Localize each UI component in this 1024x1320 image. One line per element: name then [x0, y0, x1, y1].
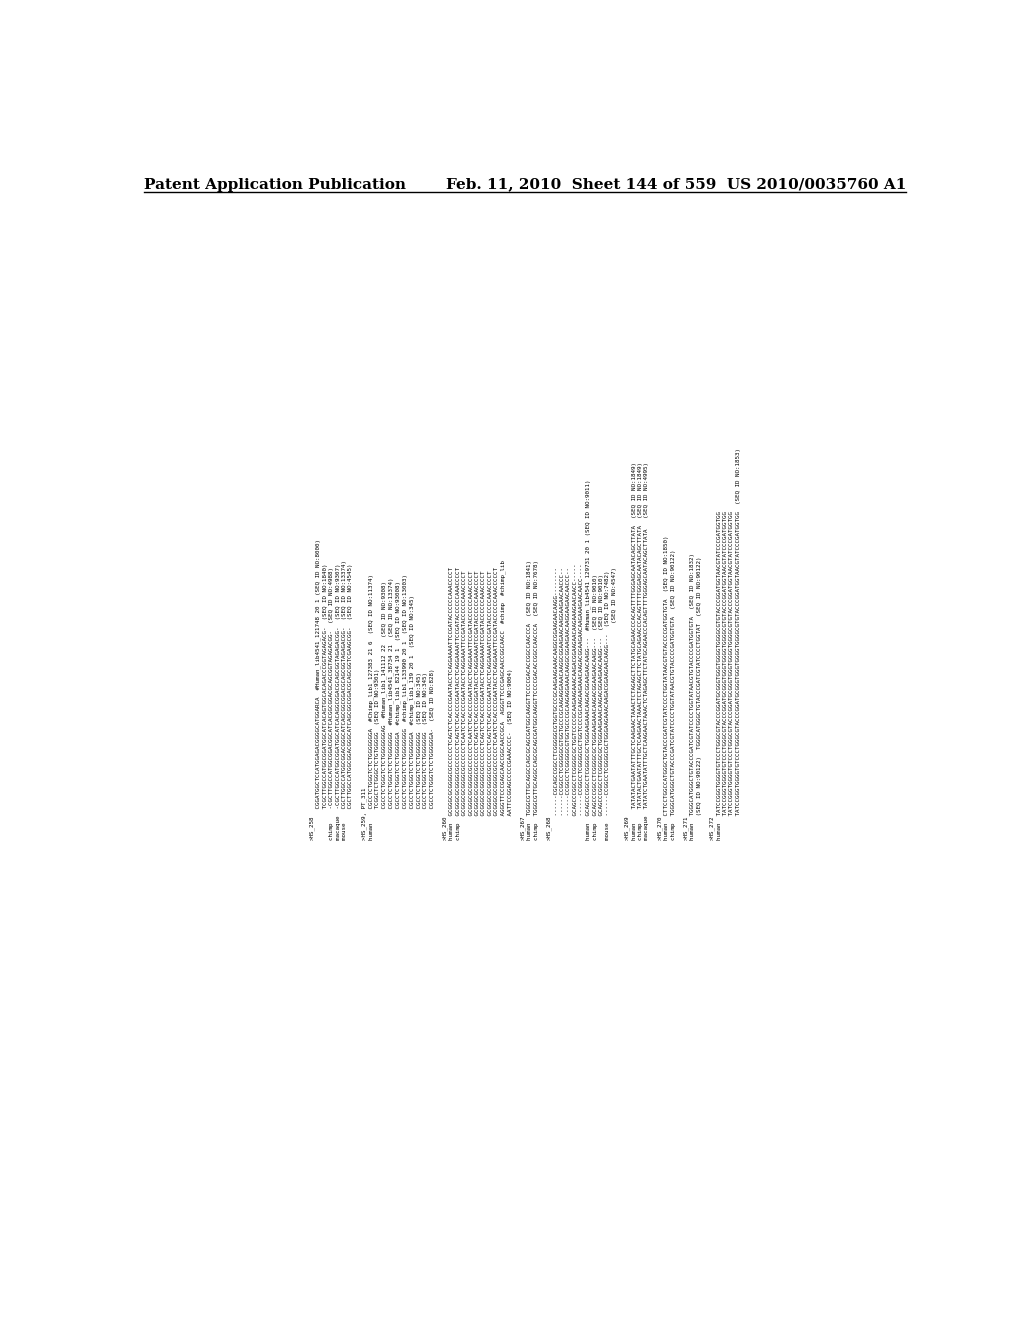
- Text: Feb. 11, 2010  Sheet 144 of 559  US 2010/0035760 A1: Feb. 11, 2010 Sheet 144 of 559 US 2010/0…: [445, 178, 906, 191]
- Text: >HS_258
         CGGATGGCTCCATGGAGACGGGGCATGGARCA  #Human_lib4541_121748 20 1 (S: >HS_258 CGGATGGCTCCATGGAGACGGGGCATGGARCA…: [309, 447, 740, 840]
- Text: Patent Application Publication: Patent Application Publication: [143, 178, 406, 191]
